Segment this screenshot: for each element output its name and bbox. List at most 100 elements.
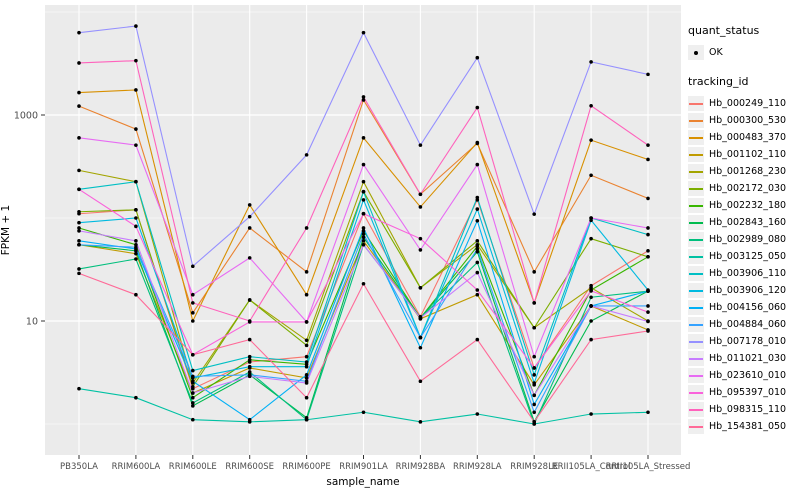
legend-item-label: Hb_000249_110 [709, 98, 787, 109]
legend-quant-status-title: quant_status [688, 24, 760, 37]
data-point [475, 247, 480, 251]
legend-item-label: Hb_004884_060 [709, 319, 787, 330]
data-point [475, 218, 480, 223]
data-point [134, 88, 138, 92]
data-point [191, 292, 195, 297]
data-point [475, 270, 480, 275]
data-point [247, 256, 252, 260]
data-point [191, 395, 195, 400]
legend-item-label: Hb_000483_370 [709, 132, 787, 143]
data-point [304, 320, 309, 324]
series-line-icon [688, 402, 704, 417]
data-point [134, 143, 138, 147]
legend-item-label: Hb_001102_110 [709, 149, 787, 160]
series-line-icon [688, 351, 704, 366]
data-point [134, 216, 138, 220]
data-point [532, 354, 536, 359]
data-point [191, 384, 195, 389]
legend-item-Hb_023610_010: Hb_023610_010 [688, 367, 786, 384]
legend-item-label: Hb_000300_530 [709, 115, 787, 126]
data-point [247, 370, 252, 374]
data-point [418, 236, 423, 241]
data-point [134, 251, 138, 256]
data-point [532, 410, 536, 415]
data-point [589, 337, 593, 342]
data-point [475, 239, 480, 243]
x-tick-label: RRIM600SE [225, 462, 274, 472]
data-point [589, 319, 593, 323]
data-point [191, 404, 195, 408]
data-point [77, 220, 81, 225]
data-point [589, 412, 593, 416]
series-line-icon [688, 317, 704, 332]
legend-item-label: Hb_011021_030 [709, 353, 787, 364]
data-point [77, 386, 81, 391]
data-point [418, 379, 423, 384]
data-point [361, 30, 366, 35]
data-point [247, 354, 252, 359]
data-point [589, 236, 593, 241]
legend-item-label: Hb_004156_060 [709, 302, 787, 313]
data-point [475, 292, 480, 297]
data-point [475, 249, 480, 254]
data-point [532, 325, 536, 330]
data-point [532, 366, 536, 370]
data-point [418, 205, 423, 209]
legend-item-ok: OK [688, 44, 786, 61]
data-point [191, 301, 195, 305]
data-point [304, 292, 309, 297]
legend-item-label: Hb_001268_230 [709, 166, 787, 177]
x-tick-label: RRII105LA_Stressed [606, 462, 691, 472]
series-line-icon [688, 334, 704, 349]
x-tick-label: RRII105LA_Control [552, 462, 631, 472]
series-line-icon [688, 215, 704, 230]
x-tick-label: PB350LA [60, 462, 98, 472]
data-point [134, 224, 138, 229]
data-point [361, 211, 366, 216]
data-point [191, 311, 195, 315]
data-point [589, 289, 593, 293]
data-point [361, 410, 366, 415]
data-point [361, 95, 366, 99]
legend-tracking-id: tracking_id Hb_000249_110 Hb_000300_530 Hb… [688, 75, 786, 435]
data-point [418, 420, 423, 424]
data-point [418, 248, 423, 252]
data-point [77, 30, 81, 35]
legend: quant_status OK tracking_id Hb_000249_11… [688, 24, 786, 449]
legend-item-Hb_003906_110: Hb_003906_110 [688, 265, 786, 282]
x-tick-label: RRIM600LA [112, 462, 161, 472]
data-point [475, 207, 480, 211]
data-point [191, 368, 195, 373]
legend-item-Hb_000249_110: Hb_000249_110 [688, 95, 786, 112]
data-point [247, 319, 252, 323]
series-line-icon [688, 232, 704, 247]
data-point [418, 316, 423, 320]
legend-item-Hb_002843_160: Hb_002843_160 [688, 214, 786, 231]
data-point [361, 242, 366, 247]
legend-item-Hb_004156_060: Hb_004156_060 [688, 299, 786, 316]
data-point [77, 239, 81, 243]
data-point [134, 127, 138, 131]
x-tick-label: RRIM928LA [453, 462, 502, 472]
legend-item-label: Hb_003906_120 [709, 285, 787, 296]
data-point [646, 329, 650, 333]
data-point [247, 364, 252, 369]
data-point [191, 319, 195, 323]
data-point [589, 173, 593, 178]
y-axis-title: FPKM + 1 [0, 204, 12, 256]
data-point [589, 103, 593, 108]
legend-item-label: Hb_003906_110 [709, 268, 787, 279]
data-point [304, 338, 309, 343]
data-point [77, 136, 81, 140]
data-point [646, 410, 650, 415]
legend-tracking-id-items: Hb_000249_110 Hb_000300_530 Hb_000483_370 H… [688, 95, 786, 435]
x-tick-label: RRIM901LA [339, 462, 388, 472]
data-point [532, 301, 536, 305]
data-point [475, 162, 480, 167]
data-point [77, 187, 81, 192]
series-line-icon [688, 249, 704, 264]
data-point [134, 245, 138, 250]
data-point [304, 364, 309, 369]
legend-item-label: Hb_098315_110 [709, 404, 787, 415]
